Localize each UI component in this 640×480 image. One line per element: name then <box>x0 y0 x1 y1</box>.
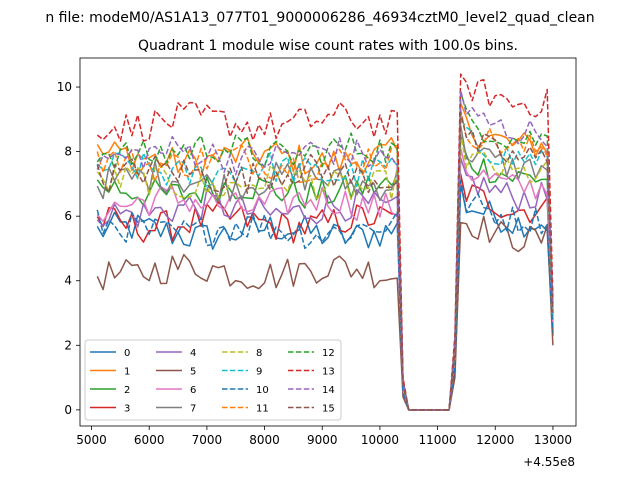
legend-label: 6 <box>190 385 196 396</box>
legend-item-5: 5 <box>156 367 196 378</box>
legend-item-15: 15 <box>288 404 335 415</box>
series-line-15 <box>96 112 554 411</box>
series-line-14 <box>96 89 554 411</box>
series-line-5 <box>96 215 554 411</box>
legend-item-7: 7 <box>156 404 196 415</box>
legend-label: 5 <box>190 367 196 378</box>
series-line-6 <box>96 147 554 411</box>
legend-label: 11 <box>256 404 269 415</box>
y-tick-label: 8 <box>64 145 72 159</box>
series-line-9 <box>96 118 554 411</box>
chart-title: Quadrant 1 module wise count rates with … <box>138 38 518 54</box>
figure-suptitle: n file: modeM0/AS1A13_077T01_9000006286_… <box>45 10 594 26</box>
series-line-10 <box>96 179 554 411</box>
legend-label: 7 <box>190 404 196 415</box>
legend-item-11: 11 <box>222 404 269 415</box>
series-line-11 <box>96 108 554 411</box>
x-tick-label: 8000 <box>249 433 280 447</box>
x-tick-label: 13000 <box>534 433 572 447</box>
legend-label: 10 <box>256 385 269 396</box>
legend-item-8: 8 <box>222 348 262 359</box>
series-line-8 <box>96 131 554 411</box>
y-tick-label: 4 <box>64 274 72 288</box>
legend-item-1: 1 <box>90 367 130 378</box>
legend-label: 15 <box>322 404 335 415</box>
legend-label: 8 <box>256 348 262 359</box>
y-tick-label: 0 <box>64 403 72 417</box>
axes-frame <box>79 57 577 427</box>
series-line-12 <box>96 92 554 411</box>
series-line-3 <box>96 173 554 411</box>
x-tick-label: 6000 <box>134 433 165 447</box>
y-tick-label: 2 <box>64 338 72 352</box>
legend-frame <box>84 339 342 421</box>
legend-label: 0 <box>124 348 130 359</box>
legend-label: 4 <box>190 348 196 359</box>
series-line-2 <box>96 134 554 411</box>
legend-item-0: 0 <box>90 348 130 359</box>
x-tick-label: 7000 <box>192 433 223 447</box>
legend-label: 14 <box>322 385 335 396</box>
x-tick-label: 12000 <box>476 433 514 447</box>
legend-item-2: 2 <box>90 385 130 396</box>
series-line-0 <box>96 183 554 411</box>
x-tick-label: 5000 <box>76 433 107 447</box>
series-layer <box>96 73 554 411</box>
legend-label: 3 <box>124 404 130 415</box>
x-axis-ticks: 5000 6000 7000 8000 9000 10000 11000 12000 13000 <box>76 426 572 447</box>
x-tick-label: 11000 <box>418 433 456 447</box>
legend-item-4: 4 <box>156 348 196 359</box>
series-line-13 <box>96 73 554 411</box>
legend-label: 9 <box>256 367 262 378</box>
x-tick-label: 9000 <box>307 433 338 447</box>
x-axis-offset-label: +4.55e8 <box>523 455 575 469</box>
legend-label: 13 <box>322 367 335 378</box>
y-tick-label: 6 <box>64 209 72 223</box>
y-tick-label: 10 <box>57 80 72 94</box>
legend-label: 12 <box>322 348 335 359</box>
legend-item-14: 14 <box>288 385 335 396</box>
x-tick-label: 10000 <box>361 433 399 447</box>
legend-item-9: 9 <box>222 367 262 378</box>
y-axis-ticks: 0 2 4 6 8 10 <box>57 80 80 417</box>
series-line-4 <box>96 157 554 411</box>
legend-item-10: 10 <box>222 385 269 396</box>
legend-item-6: 6 <box>156 385 196 396</box>
legend-item-3: 3 <box>90 404 130 415</box>
legend-label: 2 <box>124 385 130 396</box>
legend-item-12: 12 <box>288 348 335 359</box>
legend-label: 1 <box>124 367 130 378</box>
legend-item-13: 13 <box>288 367 335 378</box>
series-line-7 <box>96 125 554 411</box>
